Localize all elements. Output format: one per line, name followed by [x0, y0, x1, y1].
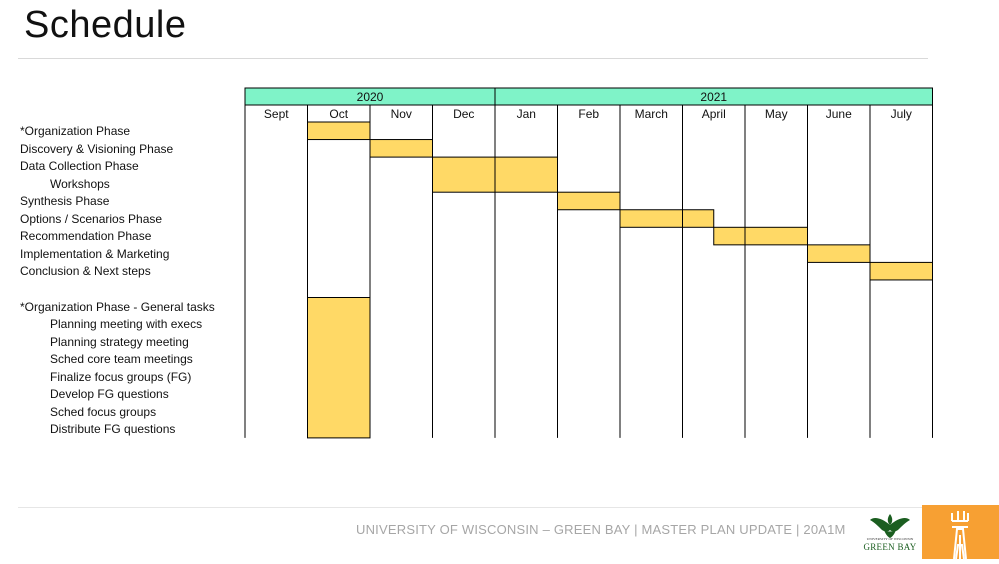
building-tower-icon — [951, 511, 969, 560]
month-label: May — [765, 107, 788, 121]
gantt-bar — [713, 226, 808, 246]
task-label: Synthesis Phase — [20, 194, 110, 209]
month-label: Oct — [329, 107, 348, 121]
page-title: Schedule — [24, 4, 187, 46]
gantt-bar — [619, 209, 715, 228]
month-label: Nov — [391, 107, 412, 121]
year-label: 2020 — [357, 90, 384, 104]
gantt-bar — [807, 244, 871, 263]
task-label: Planning meeting with execs — [50, 317, 203, 332]
task-label: Options / Scenarios Phase — [20, 211, 163, 226]
title-divider — [18, 58, 928, 59]
task-label: Recommendation Phase — [20, 229, 152, 244]
task-label: Workshops — [50, 176, 110, 191]
firm-logo — [922, 505, 999, 560]
task-label: Conclusion & Next steps — [20, 264, 151, 279]
month-label: March — [635, 107, 668, 121]
uwgb-logo-subtitle: UNIVERSITY OF WISCONSIN — [866, 537, 914, 541]
uwgb-logo-text: GREEN BAY — [863, 542, 917, 552]
task-label: Finalize focus groups (FG) — [50, 369, 192, 384]
task-label: Distribute FG questions — [50, 422, 176, 437]
task-label: Implementation & Marketing — [20, 246, 170, 261]
task-label: *Organization Phase — [20, 124, 131, 138]
gantt-bar — [307, 121, 371, 141]
task-label: Discovery & Visioning Phase — [20, 141, 174, 156]
month-label: April — [702, 107, 726, 121]
gantt-bar — [307, 297, 371, 439]
month-label: June — [826, 107, 852, 121]
month-label: Feb — [578, 107, 599, 121]
month-label: July — [891, 107, 912, 121]
month-label: Jan — [517, 107, 536, 121]
month-label: Sept — [264, 107, 289, 121]
phoenix-icon — [870, 514, 910, 538]
month-label: Dec — [453, 107, 474, 121]
task-label: Data Collection Phase — [20, 159, 139, 174]
footer-text: UNIVERSITY OF WISCONSIN – GREEN BAY | MA… — [356, 522, 846, 537]
task-label: Sched core team meetings — [50, 352, 193, 367]
task-label: Planning strategy meeting — [50, 334, 189, 349]
task-label: *Organization Phase - General tasks — [20, 299, 215, 314]
gantt-bar — [869, 261, 933, 281]
gantt-bar — [369, 139, 433, 158]
footer-divider — [18, 507, 996, 508]
gantt-bar — [557, 191, 621, 211]
task-label: Sched focus groups — [50, 404, 157, 419]
task-label: Develop FG questions — [50, 387, 169, 402]
year-label: 2021 — [700, 90, 727, 104]
